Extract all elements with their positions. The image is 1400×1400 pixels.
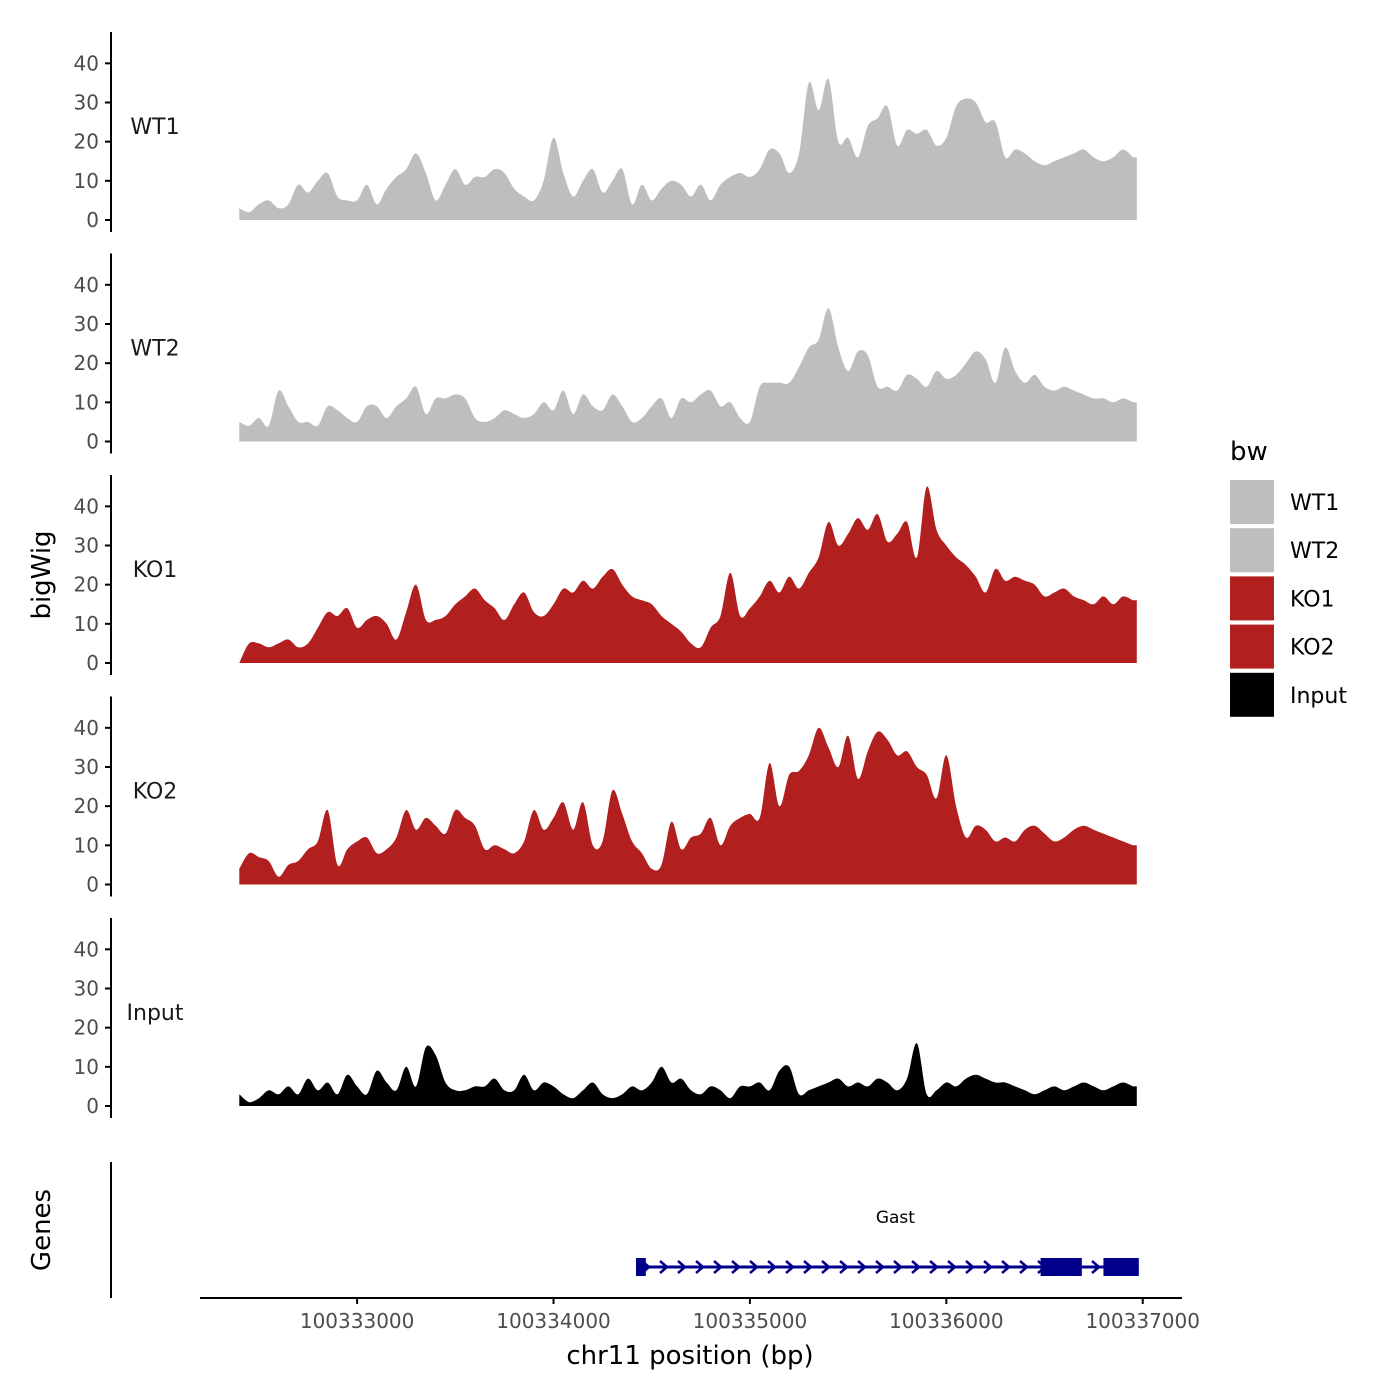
strand-arrow (839, 1260, 849, 1274)
strand-arrow (965, 1260, 975, 1274)
legend-item-ko1: KO1 (1230, 576, 1335, 621)
x-tick-label: 100335000 (693, 1309, 808, 1333)
x-tick-label: 100337000 (1085, 1309, 1200, 1333)
gene-name-label: Gast (876, 1208, 915, 1228)
y-tick-label: 20 (74, 1016, 99, 1040)
legend-swatch (1230, 672, 1274, 717)
legend-swatch (1230, 480, 1274, 524)
track-label: KO1 (133, 558, 178, 583)
legend-item-ko2: KO2 (1230, 624, 1335, 669)
strand-arrow (821, 1260, 831, 1274)
coverage-area-ko2 (239, 727, 1137, 885)
legend-item-wt1: WT1 (1230, 480, 1339, 524)
legend-label: WT2 (1290, 539, 1339, 564)
y-axis-title: bigWig (27, 530, 57, 619)
y-tick-label: 20 (74, 794, 99, 818)
strand-arrow (713, 1260, 723, 1274)
strand-arrow (1091, 1260, 1101, 1274)
y-tick-label: 20 (74, 573, 99, 597)
legend-swatch (1230, 576, 1274, 621)
legend-label: KO1 (1290, 587, 1335, 612)
track-wt1: 0 10 20 30 40 WT1 (74, 32, 1137, 232)
track-label: WT2 (130, 336, 179, 361)
y-tick-label: 20 (74, 130, 99, 154)
coverage-area-wt1 (239, 78, 1137, 220)
x-axis-ticks: 100333000 100334000 100335000 100336000 1003… (300, 1298, 1200, 1333)
signal-tracks: 0 10 20 30 40 WT1 0 10 20 30 40 WT2 0 10 20 30 40 KO1 0 10 2… (74, 32, 1137, 1118)
y-tick-label: 20 (74, 351, 99, 375)
x-axis: 100333000 100334000 100335000 100336000 1003… (200, 1297, 1200, 1371)
y-tick-label: 40 (74, 494, 99, 518)
y-tick-label: 40 (74, 716, 99, 740)
y-tick-label: 30 (74, 534, 99, 558)
strand-arrow (749, 1260, 759, 1274)
coverage-area-input (239, 1043, 1137, 1106)
legend-item-wt2: WT2 (1230, 528, 1339, 573)
strand-arrow (659, 1260, 669, 1274)
track-label: WT1 (130, 115, 179, 140)
y-tick-label: 40 (74, 51, 99, 75)
strand-arrow (803, 1260, 813, 1274)
strand-arrow (857, 1260, 867, 1274)
track-label: KO2 (133, 779, 178, 804)
legend-item-input: Input (1230, 672, 1347, 717)
y-tick-label: 0 (86, 208, 99, 232)
y-tick-label: 10 (74, 390, 99, 414)
x-tick-label: 100333000 (300, 1309, 415, 1333)
legend-label: KO2 (1290, 636, 1335, 661)
strand-arrow (911, 1260, 921, 1274)
strand-arrow (875, 1260, 885, 1274)
strand-arrow (695, 1260, 705, 1274)
y-tick-label: 30 (74, 755, 99, 779)
strand-arrow (1019, 1260, 1029, 1274)
y-tick-label: 10 (74, 169, 99, 193)
coverage-area-ko1 (239, 486, 1137, 663)
legend-swatch (1230, 624, 1274, 669)
y-tick-label: 10 (74, 612, 99, 636)
track-ko2: 0 10 20 30 40 KO2 (74, 696, 1137, 897)
x-axis-title: chr11 position (bp) (566, 1341, 813, 1371)
legend-swatch (1230, 528, 1274, 573)
strand-arrow (893, 1260, 903, 1274)
strand-arrow (767, 1260, 777, 1274)
coverage-area-wt2 (239, 308, 1137, 442)
strand-arrow (983, 1260, 993, 1274)
genes-label: Genes (27, 1189, 57, 1271)
track-label: Input (127, 1001, 184, 1026)
strand-arrow (929, 1260, 939, 1274)
strand-arrow (785, 1260, 795, 1274)
legend-title: bw (1230, 437, 1268, 467)
gene-exon (636, 1258, 646, 1276)
legend-label: WT1 (1290, 491, 1339, 516)
y-tick-label: 30 (74, 312, 99, 336)
y-tick-label: 40 (74, 273, 99, 297)
gene-exon (1103, 1258, 1139, 1276)
y-tick-label: 0 (86, 1094, 99, 1118)
gene-exon (1040, 1258, 1082, 1276)
gene-model: Gast (636, 1208, 1139, 1276)
track-input: 0 10 20 30 40 Input (74, 918, 1137, 1118)
strand-arrow (677, 1260, 687, 1274)
y-tick-label: 10 (74, 833, 99, 857)
y-tick-label: 0 (86, 430, 99, 454)
y-tick-label: 0 (86, 873, 99, 897)
legend: bw WT1 WT2 KO1 KO2 Input (1230, 437, 1347, 717)
legend-items: WT1 WT2 KO1 KO2 Input (1230, 480, 1347, 717)
y-tick-label: 30 (74, 977, 99, 1001)
track-ko1: 0 10 20 30 40 KO1 (74, 475, 1137, 675)
strand-arrow (947, 1260, 957, 1274)
y-tick-label: 40 (74, 937, 99, 961)
x-tick-label: 100334000 (496, 1309, 611, 1333)
strand-arrow (731, 1260, 741, 1274)
strand-arrow (1001, 1260, 1011, 1274)
x-tick-label: 100336000 (889, 1309, 1004, 1333)
legend-label: Input (1290, 684, 1347, 709)
gene-track: Genes Gast (27, 1162, 1139, 1298)
track-wt2: 0 10 20 30 40 WT2 (74, 253, 1137, 454)
y-tick-label: 0 (86, 651, 99, 675)
y-tick-label: 30 (74, 91, 99, 115)
y-tick-label: 10 (74, 1055, 99, 1079)
